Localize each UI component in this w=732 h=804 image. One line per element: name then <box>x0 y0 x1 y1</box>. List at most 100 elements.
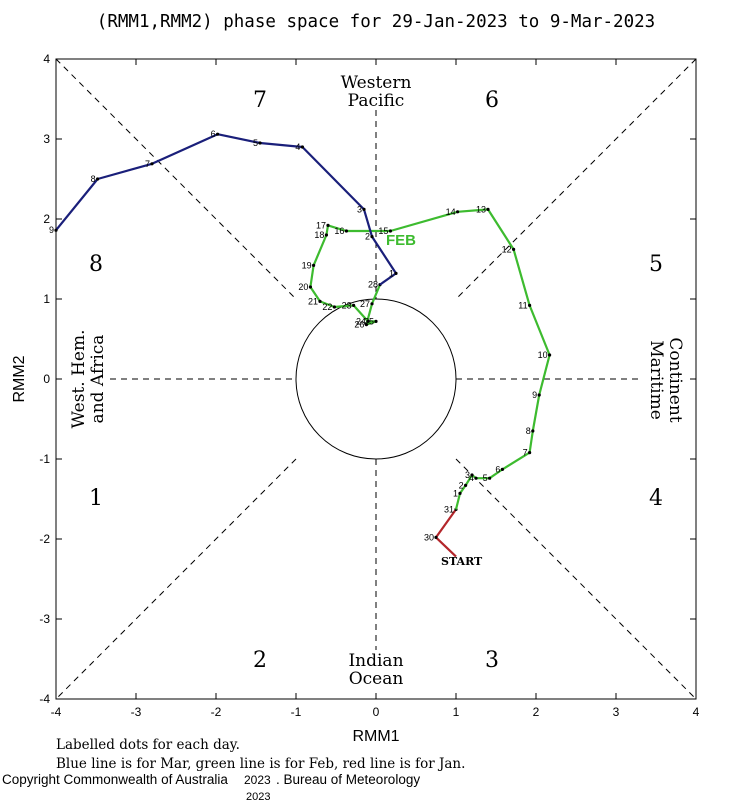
copyright-text: Copyright Commonwealth of Australia <box>2 772 228 787</box>
x-tick-label: 1 <box>453 705 460 719</box>
x-tick-label: -4 <box>51 705 62 719</box>
day-label: 27 <box>360 299 370 309</box>
diagonal-se <box>455 458 697 700</box>
y-tick-label: -1 <box>39 452 50 466</box>
day-point <box>434 535 438 540</box>
day-label: 5 <box>483 473 488 483</box>
phase-8-label: 8 <box>89 252 103 277</box>
day-label: 1 <box>453 488 458 498</box>
day-point <box>324 233 328 237</box>
day-label: 5 <box>253 138 258 148</box>
day-label: 30 <box>424 532 434 542</box>
chart-title: (RMM1,RMM2) phase space for 29-Jan-2023 … <box>97 12 655 32</box>
bureau-text: . Bureau of Meteorology <box>276 772 420 787</box>
y-tick-label: -3 <box>39 612 50 626</box>
day-label: 1 <box>389 268 394 278</box>
x-tick-label: -2 <box>211 705 222 719</box>
day-point <box>308 285 312 289</box>
start-label: START <box>441 555 483 568</box>
day-label: 26 <box>354 320 364 330</box>
day-label: 20 <box>298 282 308 292</box>
day-point <box>370 302 374 306</box>
day-point <box>352 303 356 307</box>
region-bottom-line2: Ocean <box>349 669 404 689</box>
day-point <box>54 228 58 232</box>
day-point <box>364 323 368 327</box>
day-point <box>531 429 535 433</box>
day-point <box>470 473 474 477</box>
y-tick-label: -2 <box>39 532 50 546</box>
y-tick-label: 0 <box>43 372 50 386</box>
diagonal-sw <box>55 458 297 700</box>
day-point <box>326 223 330 227</box>
region-left-line2: and Africa <box>88 335 108 424</box>
phase-1-label: 1 <box>89 486 103 511</box>
day-point <box>500 467 504 471</box>
day-label: 2 <box>365 232 370 242</box>
day-label: 9 <box>532 390 537 400</box>
copyright-year-b: 2023 <box>246 791 270 803</box>
day-point <box>216 132 220 136</box>
footer-line2: Blue line is for Mar, green line is for … <box>56 756 465 772</box>
phase-7-label: 7 <box>253 88 267 113</box>
diagonal-nw <box>55 58 297 300</box>
day-point <box>537 393 541 397</box>
x-tick-label: 0 <box>373 705 380 719</box>
diagonal-ne <box>455 58 697 300</box>
region-top-line1: Western <box>341 73 412 93</box>
region-bottom-line1: Indian <box>348 651 403 671</box>
day-point <box>362 207 366 211</box>
y-axis-label: RMM2 <box>11 355 28 402</box>
y-tick-label: 2 <box>43 212 50 226</box>
day-label: 6 <box>211 129 216 139</box>
unit-circle <box>295 298 457 460</box>
day-point <box>366 319 370 323</box>
phase-5-label: 5 <box>649 252 663 277</box>
day-point <box>312 263 316 267</box>
x-axis-label: RMM1 <box>352 728 399 745</box>
footer-line1: Labelled dots for each day. <box>56 737 240 753</box>
day-label: 19 <box>302 260 312 270</box>
x-tick-label: -1 <box>291 705 302 719</box>
day-label: 15 <box>378 226 388 236</box>
day-point <box>96 177 100 181</box>
day-point <box>474 476 478 480</box>
region-right-line2: Continent <box>665 337 685 422</box>
day-label: 3 <box>465 470 470 480</box>
day-label: 28 <box>368 280 378 290</box>
day-point <box>300 145 304 149</box>
day-label: 7 <box>523 448 528 458</box>
day-label: 12 <box>502 244 512 254</box>
region-top-line2: Pacific <box>348 91 405 111</box>
x-axis-ticks: -4 -3 -2 -1 0 1 2 3 4 <box>51 59 700 719</box>
day-label: 6 <box>495 464 500 474</box>
day-label: 24 <box>356 316 366 326</box>
x-tick-label: -3 <box>131 705 142 719</box>
day-label: 7 <box>145 159 150 169</box>
region-left-line1: West. Hem. <box>69 330 89 429</box>
day-point <box>318 299 322 303</box>
phase-4-label: 4 <box>649 486 663 511</box>
day-label: 31 <box>444 504 454 514</box>
phase-3-label: 3 <box>485 648 499 673</box>
day-point <box>370 235 374 239</box>
day-label: 8 <box>526 426 531 436</box>
day-point <box>486 207 490 211</box>
day-point <box>344 229 348 233</box>
phase-2-label: 2 <box>253 648 267 673</box>
series-line-mar <box>55 133 398 286</box>
day-point <box>488 476 492 480</box>
day-point <box>374 319 378 323</box>
series-line-feb <box>309 208 551 510</box>
region-right-line1: Maritime <box>646 340 666 420</box>
day-point <box>548 353 552 357</box>
day-label: 8 <box>91 174 96 184</box>
day-label: 25 <box>364 316 374 326</box>
y-tick-label: 3 <box>43 132 50 146</box>
x-tick-label: 3 <box>613 705 620 719</box>
day-label: 21 <box>308 296 318 306</box>
day-label: 13 <box>476 204 486 214</box>
day-point <box>464 483 468 487</box>
